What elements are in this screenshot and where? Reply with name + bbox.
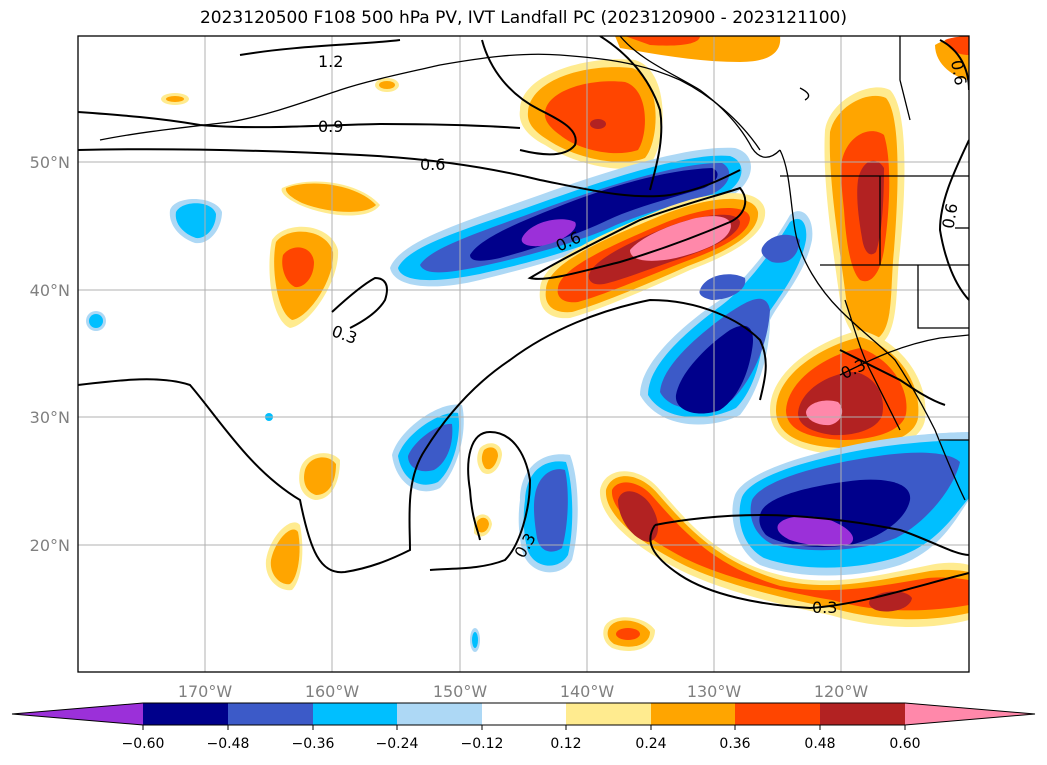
blue-band-22n-negative xyxy=(732,432,969,576)
colorbar-tick-label: −0.60 xyxy=(122,736,165,752)
streak-48n-positive xyxy=(281,181,380,216)
pv-contour-lines xyxy=(78,36,969,610)
map-title: 2023120500 F108 500 hPa PV, IVT Landfall… xyxy=(199,8,847,28)
colorbar: −0.60 −0.48 −0.36 −0.24 −0.12 0.12 0.24 … xyxy=(11,702,1036,752)
colorbar-tick-label: −0.48 xyxy=(207,736,250,752)
california-positive-tongue xyxy=(824,87,905,346)
colorbar-tick-label: 0.12 xyxy=(550,736,581,752)
colorbar-tick-label: −0.12 xyxy=(461,736,504,752)
ne-pacific-positive-blob xyxy=(519,36,781,169)
colorbar-max-extend xyxy=(905,703,1035,725)
latitude-ticks: 50°N 40°N 30°N 20°N xyxy=(30,153,70,555)
longitude-ticks: 170°W 160°W 150°W 140°W 130°W 120°W xyxy=(178,682,869,701)
lat-tick-label: 30°N xyxy=(30,408,70,427)
lat-tick-label: 50°N xyxy=(30,153,70,172)
map-frame xyxy=(77,35,970,673)
contour-label: 1.2 xyxy=(318,52,343,71)
contour-label: 0.3 xyxy=(812,598,837,617)
contour-label: 0.6 xyxy=(420,155,445,174)
lat-tick-label: 40°N xyxy=(30,281,70,300)
blob-23n-142w-negative xyxy=(518,454,578,573)
blob-42n-positive xyxy=(269,226,339,328)
grid-lines xyxy=(78,36,969,672)
colorbar-tick-label: −0.36 xyxy=(292,736,335,752)
lon-tick-label: 140°W xyxy=(560,682,615,701)
colorbar-tick-label: −0.24 xyxy=(376,736,419,752)
colorbar-tick-label: 0.24 xyxy=(635,736,666,752)
colorbar-min-extend xyxy=(12,703,143,725)
contour-label: 0.6 xyxy=(947,59,970,87)
lon-tick-label: 170°W xyxy=(178,682,233,701)
contour-label: 0.9 xyxy=(318,117,343,136)
blue-band-45n-negative xyxy=(390,147,752,287)
lon-tick-label: 160°W xyxy=(305,682,360,701)
colorbar-tick-label: 0.48 xyxy=(804,736,835,752)
lat-tick-label: 20°N xyxy=(30,536,70,555)
lon-tick-label: 120°W xyxy=(814,682,869,701)
red-band-43n-positive xyxy=(539,193,766,319)
top-right-positive-blob xyxy=(935,36,969,80)
blob-46n-negative xyxy=(169,198,222,244)
contour-label: 0.6 xyxy=(938,202,961,230)
coastlines xyxy=(99,36,969,501)
colorbar-tick-label: 0.36 xyxy=(719,736,750,752)
lon-tick-label: 150°W xyxy=(433,682,488,701)
lon-tick-label: 130°W xyxy=(687,682,742,701)
colorbar-tick-label: 0.60 xyxy=(889,736,920,752)
